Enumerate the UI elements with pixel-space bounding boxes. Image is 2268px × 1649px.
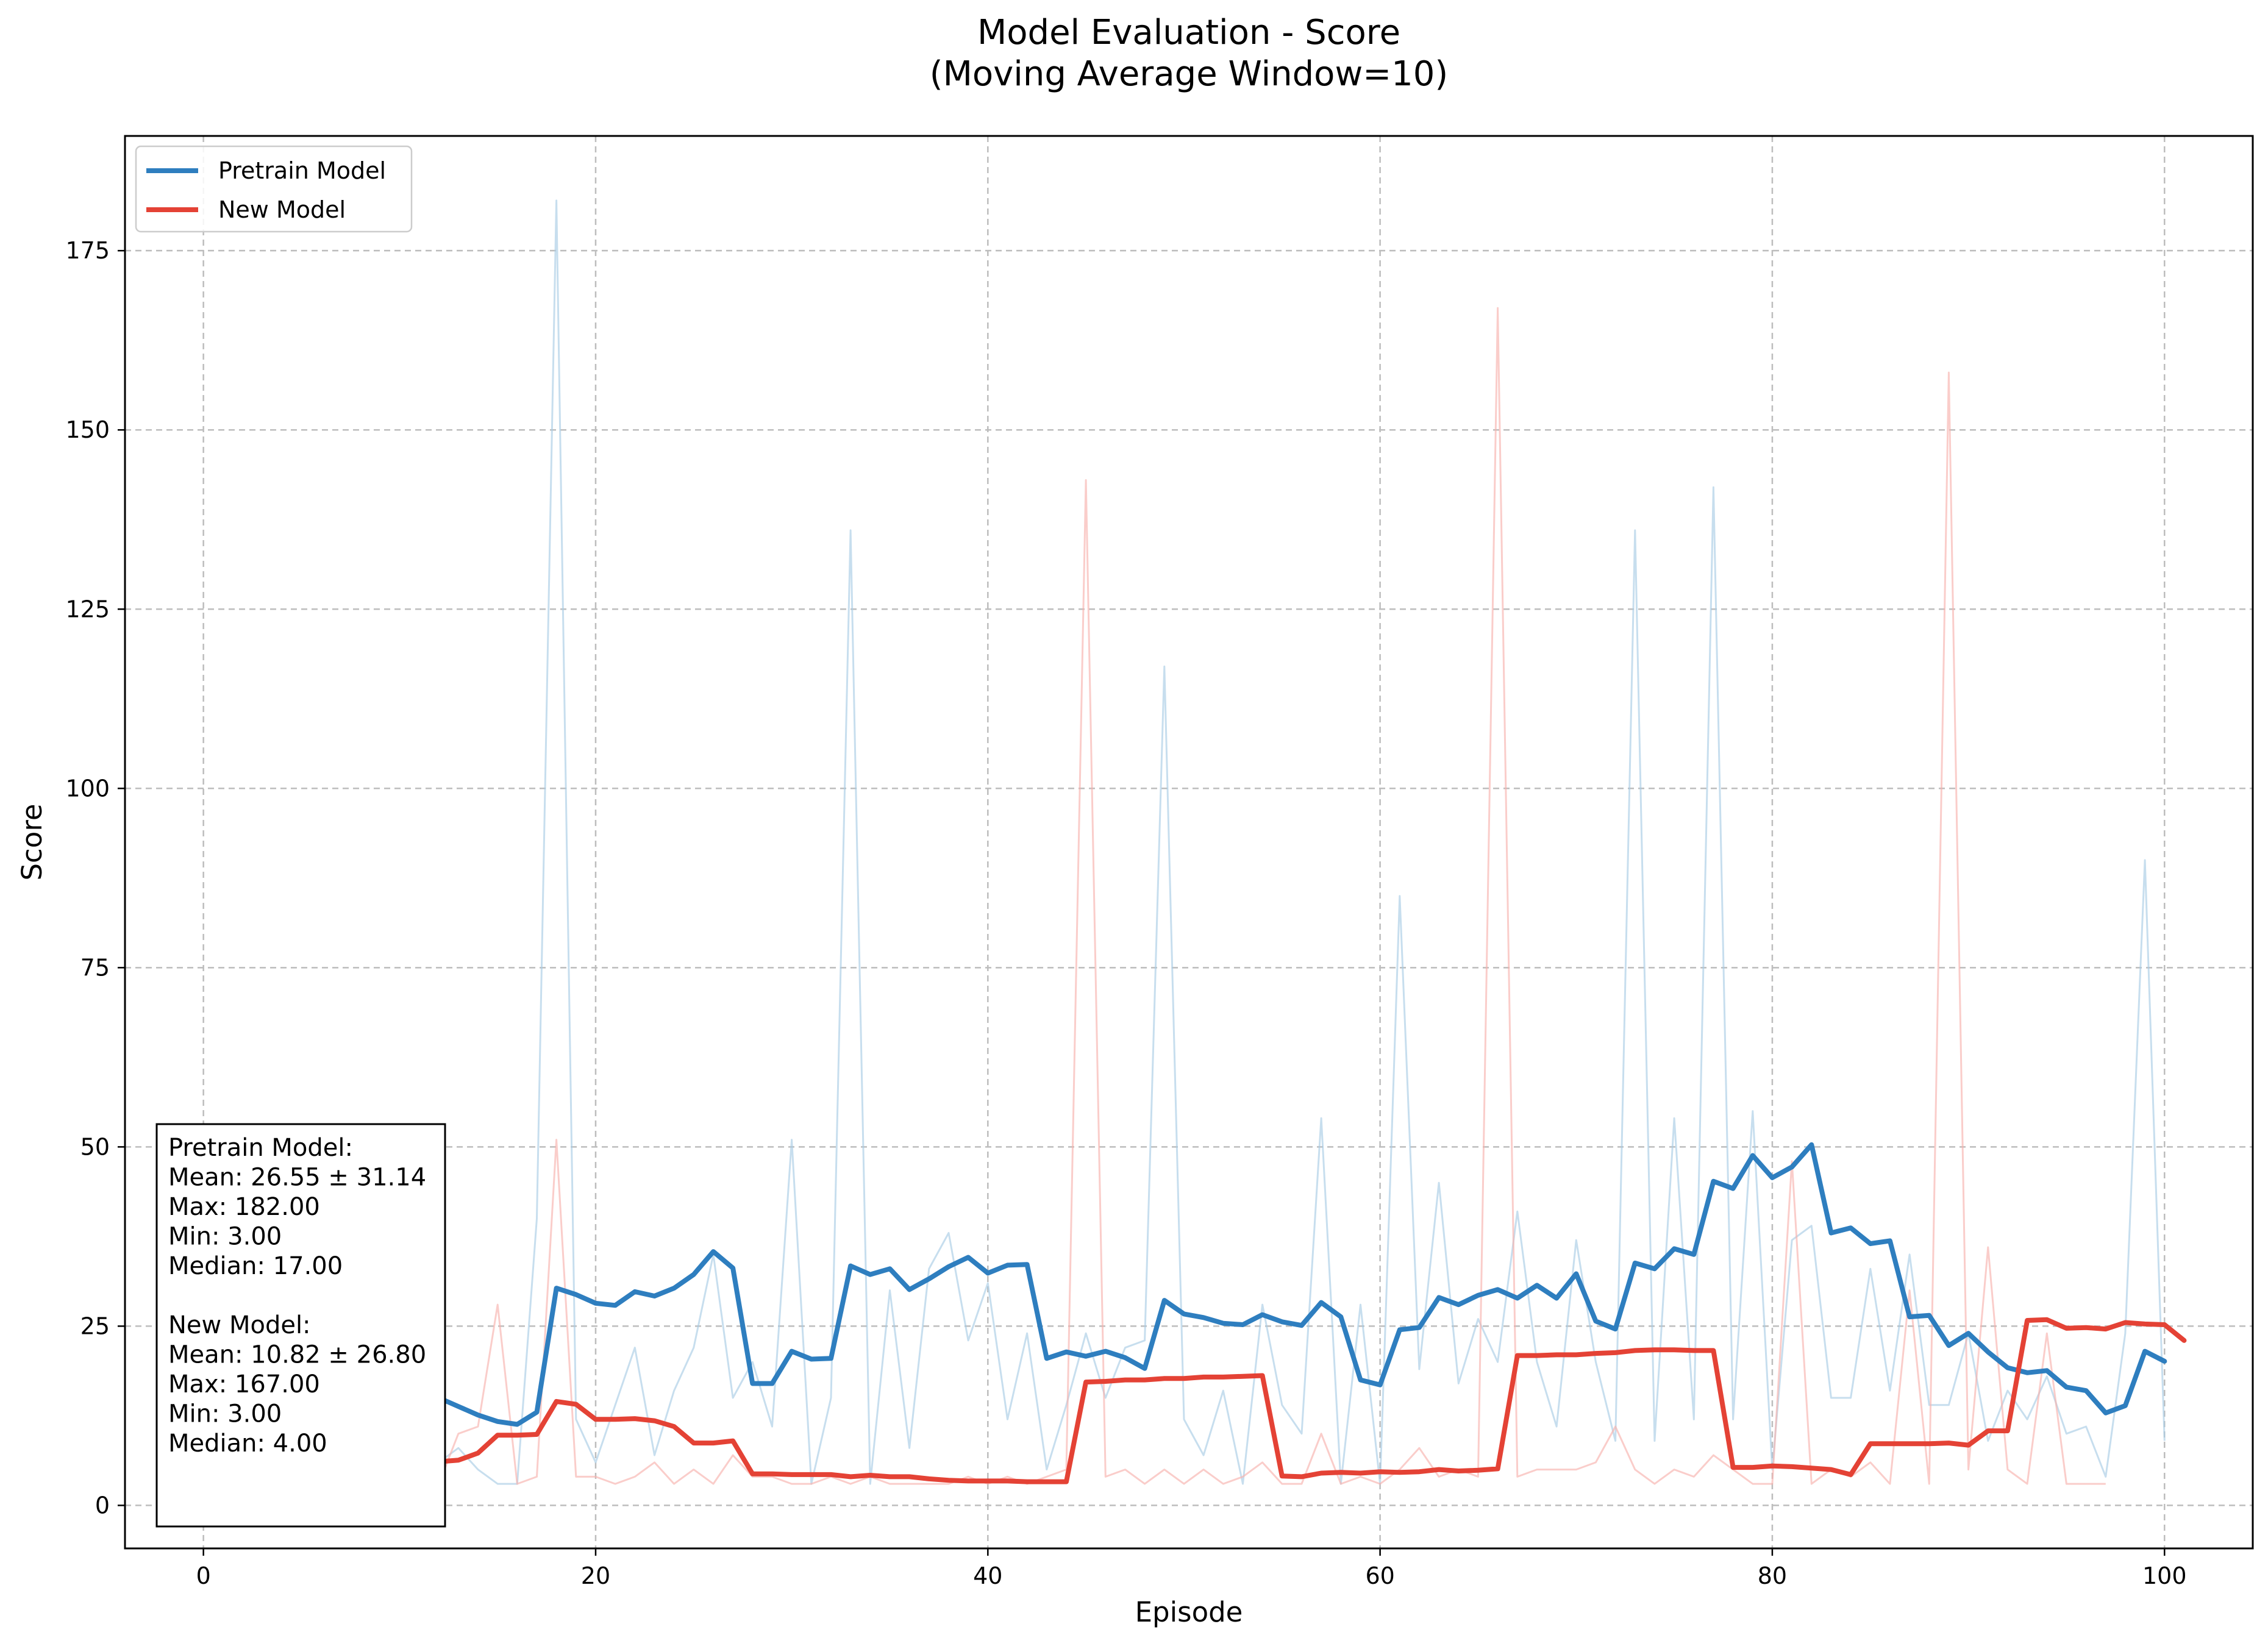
stats-line: Median: 17.00	[168, 1252, 343, 1280]
stats-line: Mean: 26.55 ± 31.14	[168, 1164, 426, 1192]
stats-line: Median: 4.00	[168, 1430, 327, 1458]
plot-frame	[124, 135, 2254, 1550]
tick-layer: 0 20 40 60 80 100 0 25 50 75 100 125 150 175	[65, 237, 2186, 1589]
y-axis-label: Score	[16, 803, 48, 880]
x-axis-label: Episode	[1135, 1596, 1243, 1628]
y-tick-label: 125	[65, 596, 110, 622]
stats-line: New Model:	[168, 1311, 311, 1339]
stats-line: Max: 182.00	[168, 1193, 320, 1221]
chart-subtitle: (Moving Average Window=10)	[930, 54, 1449, 94]
ma-line-new	[397, 1317, 2187, 1484]
legend-box	[135, 145, 413, 233]
stats-line: Pretrain Model:	[168, 1134, 353, 1162]
x-tick-label: 0	[196, 1562, 211, 1589]
y-tick-label: 175	[65, 237, 110, 264]
y-tick-label: 75	[80, 954, 110, 981]
y-tick-label: 25	[80, 1312, 110, 1339]
moving-average-layer	[397, 1142, 2187, 1484]
legend-label: Pretrain Model	[218, 157, 386, 184]
x-tick-label: 20	[581, 1562, 610, 1589]
stats-box-frame	[155, 1123, 446, 1528]
raw-series-layer	[202, 199, 2166, 1485]
x-tick-label: 60	[1365, 1562, 1394, 1589]
x-tick-label: 80	[1758, 1562, 1787, 1589]
grid-layer	[125, 136, 2253, 1548]
stats-line: Min: 3.00	[168, 1223, 282, 1251]
stats-line: Mean: 10.82 ± 26.80	[168, 1341, 426, 1369]
legend: Pretrain Model New Model	[135, 145, 413, 233]
y-tick-label: 150	[65, 416, 110, 443]
ma-line-pretrain	[397, 1142, 2167, 1427]
y-tick-label: 0	[95, 1492, 110, 1519]
x-tick-label: 40	[973, 1562, 1002, 1589]
stats-line: Min: 3.00	[168, 1400, 282, 1428]
stats-line: Max: 167.00	[168, 1370, 320, 1398]
chart-title: Model Evaluation - Score	[977, 13, 1400, 52]
y-tick-label: 100	[65, 775, 110, 802]
legend-label: New Model	[218, 196, 346, 223]
raw-line-new	[399, 307, 2106, 1485]
x-tick-label: 100	[2142, 1562, 2187, 1589]
y-tick-label: 50	[80, 1133, 110, 1160]
raw-line-pretrain	[202, 199, 2166, 1485]
